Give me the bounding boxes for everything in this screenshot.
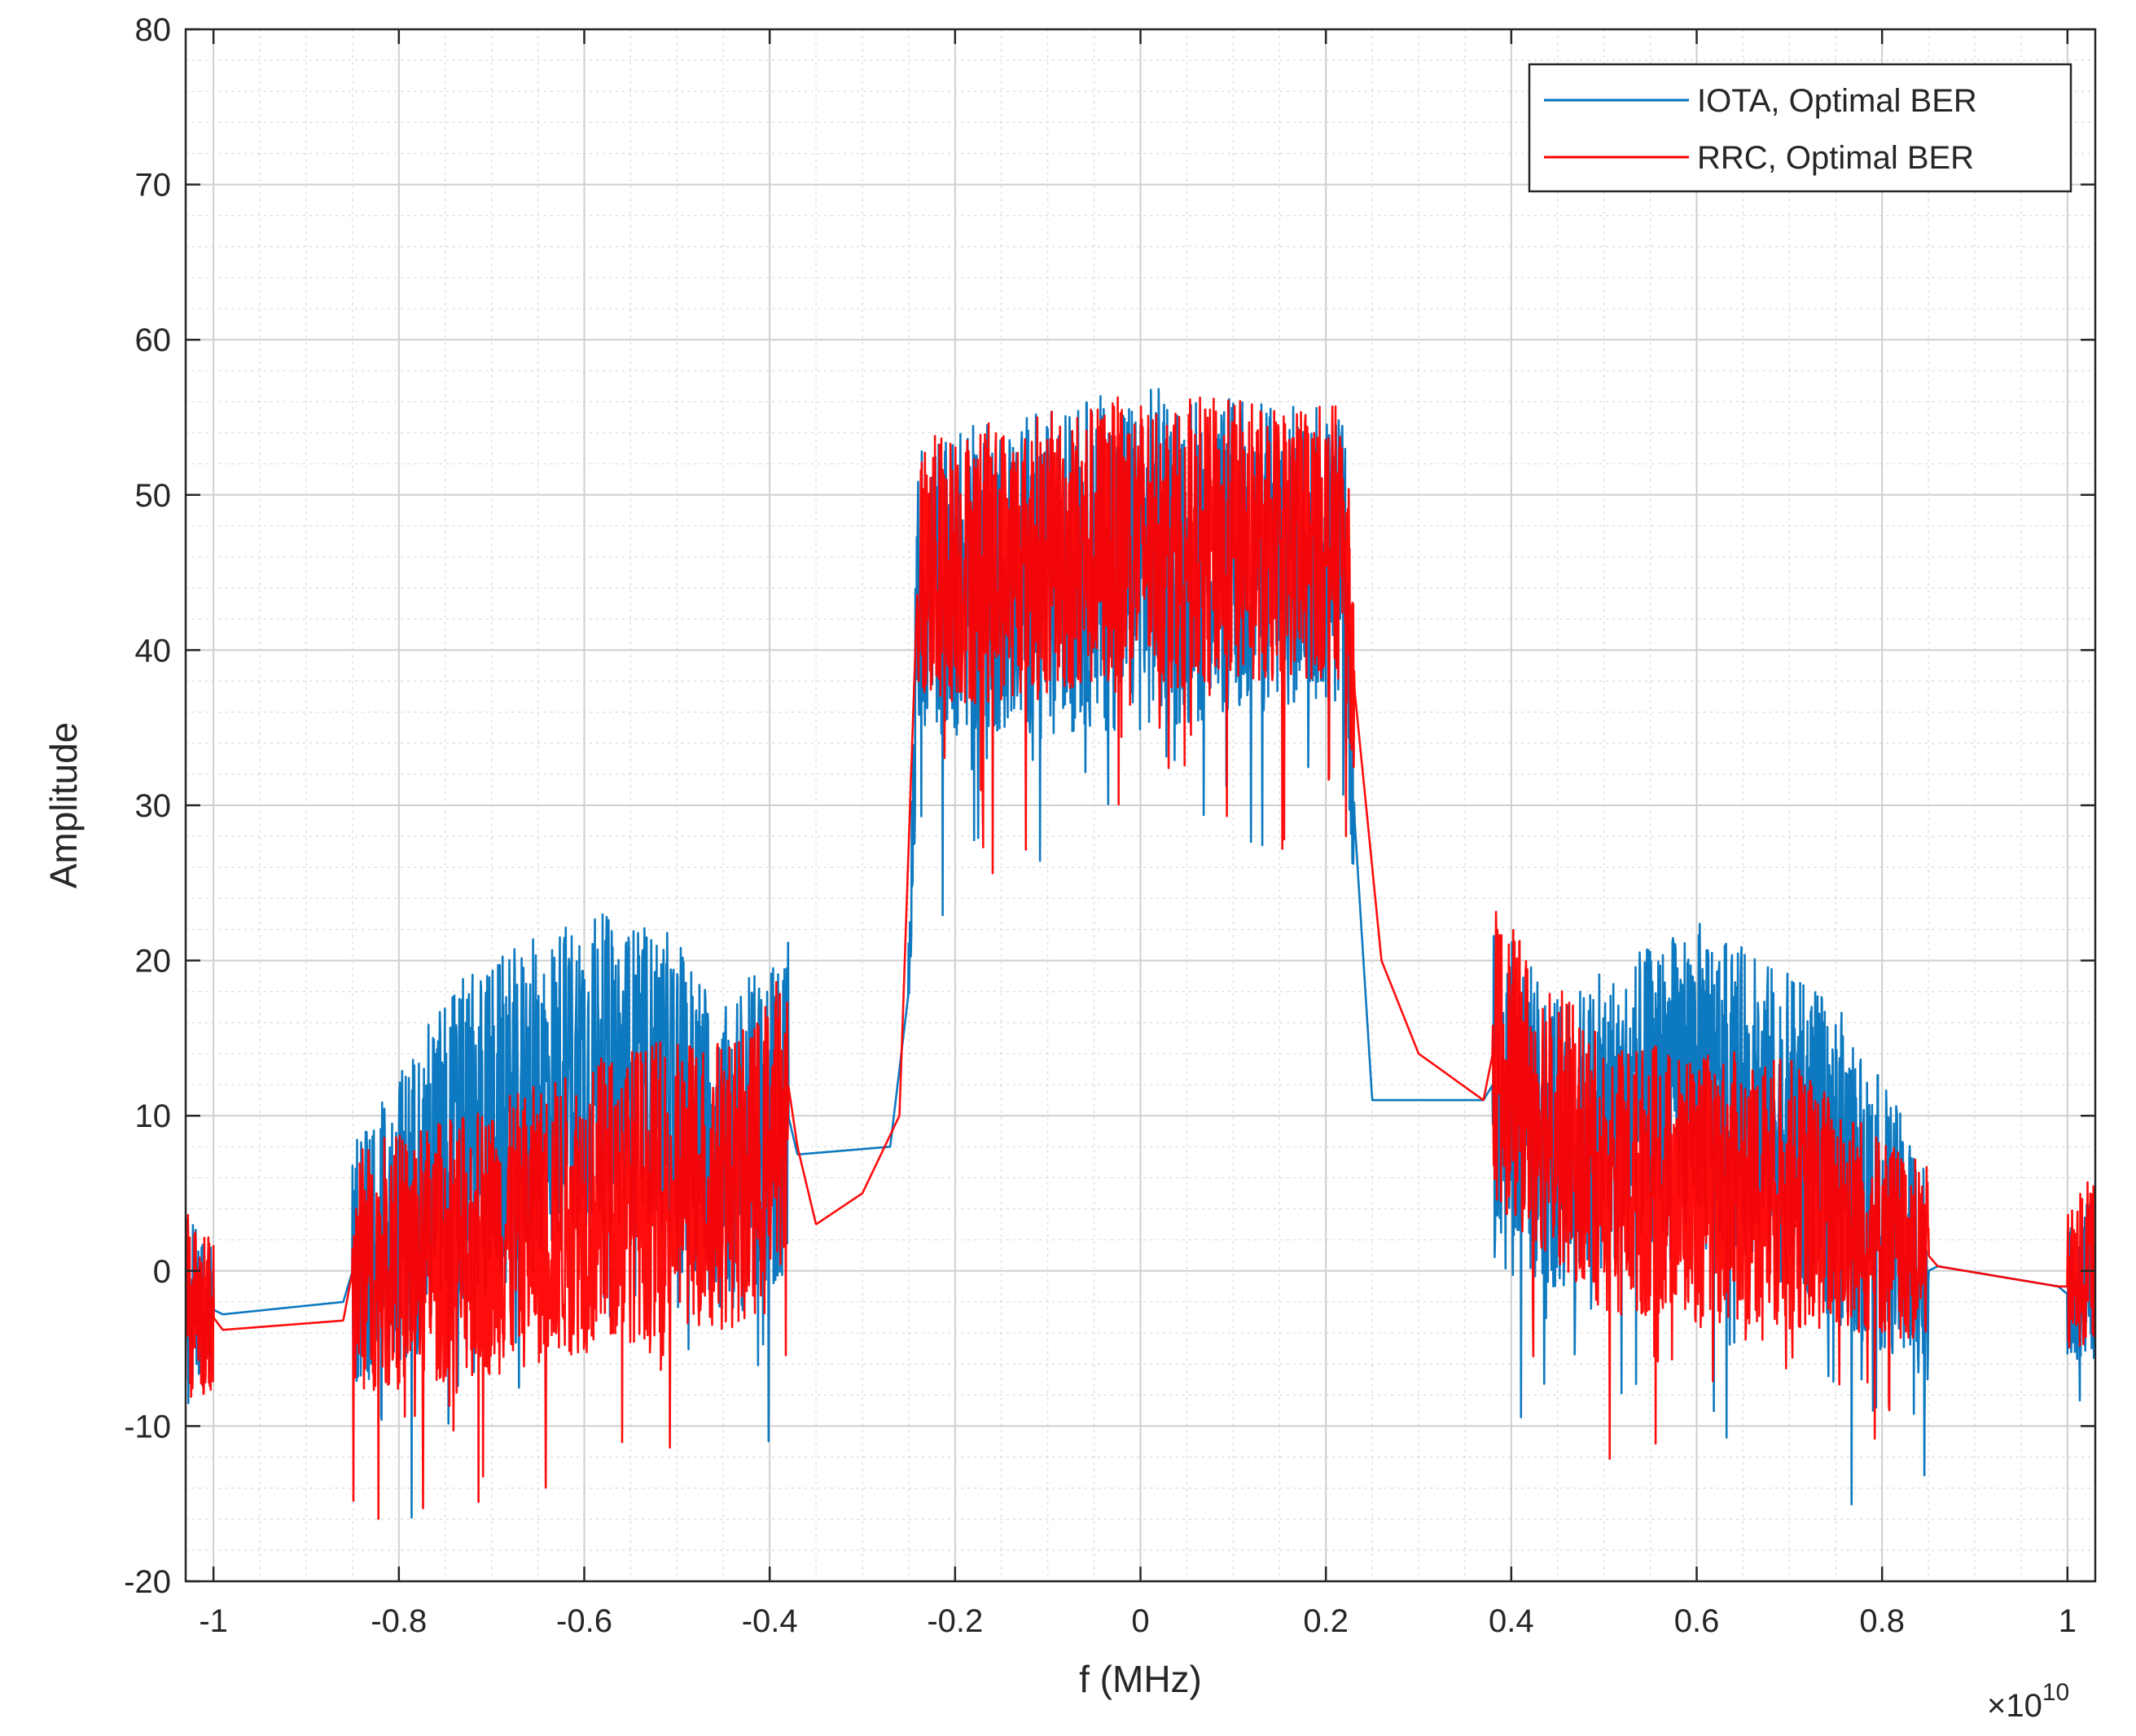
legend-box xyxy=(1528,63,2072,193)
legend-label: IOTA, Optimal BER xyxy=(1697,83,1977,119)
y-tick-label: 10 xyxy=(135,1098,172,1134)
x-axis-title: f (MHz) xyxy=(1079,1658,1202,1700)
legend: IOTA, Optimal BER RRC, Optimal BER xyxy=(1528,63,2072,193)
x-tick-label: 0.4 xyxy=(1489,1603,1534,1639)
y-tick-label: 50 xyxy=(135,478,172,514)
series-layer xyxy=(186,388,2095,1520)
y-tick-label: 0 xyxy=(153,1254,171,1290)
y-tick-label: 80 xyxy=(135,12,172,48)
x-axis: -1 -0.8 -0.6 -0.4 -0.2 0 0.2 0.4 0.6 0.8 1 xyxy=(199,29,2077,1639)
x-axis-exponent-power: 10 xyxy=(2042,1679,2069,1706)
series-line-rrc xyxy=(186,396,2095,1520)
y-tick-label: 60 xyxy=(135,322,172,358)
y-tick-label: 70 xyxy=(135,168,172,204)
x-axis-exponent: ×1010 xyxy=(1987,1679,2069,1724)
x-tick-label: 0.6 xyxy=(1674,1603,1720,1639)
y-axis: -20 -10 0 10 20 30 40 50 60 70 80 xyxy=(124,12,2095,1600)
y-tick-label: -10 xyxy=(124,1409,171,1444)
legend-label: RRC, Optimal BER xyxy=(1697,140,1974,176)
y-axis-title: Amplitude xyxy=(42,722,85,889)
y-tick-label: 20 xyxy=(135,944,172,980)
x-tick-label: -0.2 xyxy=(927,1603,983,1639)
x-tick-label: 1 xyxy=(2059,1603,2077,1639)
y-tick-label: 30 xyxy=(135,788,172,824)
x-tick-label: 0 xyxy=(1131,1603,1149,1639)
x-tick-label: -0.8 xyxy=(371,1603,427,1639)
x-tick-label: -0.4 xyxy=(742,1603,798,1639)
x-tick-label: -1 xyxy=(199,1603,228,1639)
x-tick-label: 0.8 xyxy=(1859,1603,1905,1639)
x-tick-label: -0.6 xyxy=(556,1603,612,1639)
y-tick-label: 40 xyxy=(135,633,172,669)
x-tick-label: 0.2 xyxy=(1303,1603,1349,1639)
x-axis-exponent-base: ×10 xyxy=(1987,1688,2042,1724)
y-tick-label: -20 xyxy=(124,1564,171,1600)
